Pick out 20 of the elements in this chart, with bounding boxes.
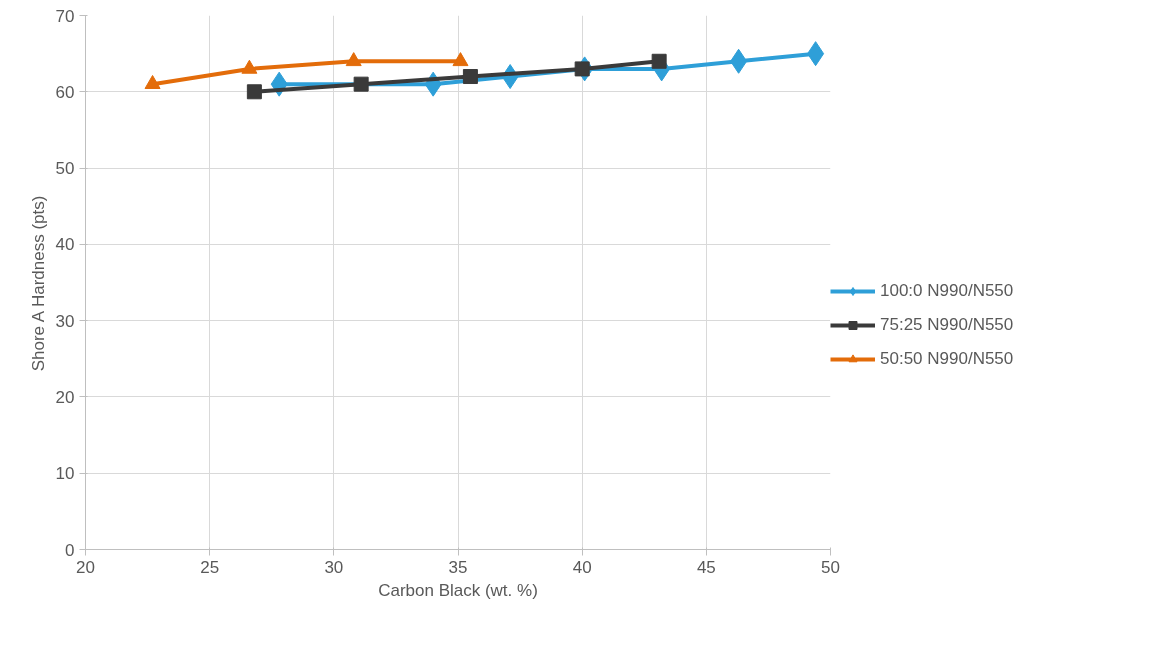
x-tick-label: 40	[572, 557, 592, 577]
y-axis-title: Shore A Hardness (pts)	[28, 195, 48, 372]
y-tick-label: 20	[55, 387, 75, 407]
x-tick-label: 25	[200, 557, 220, 577]
y-tick-label: 0	[65, 540, 75, 560]
x-tick-label: 45	[696, 557, 716, 577]
y-tick-label: 40	[55, 235, 75, 255]
x-axis-title: Carbon Black (wt. %)	[378, 580, 538, 600]
x-tick-label: 20	[76, 557, 95, 577]
x-tick-label: 50	[821, 557, 840, 577]
y-tick-label: 30	[55, 311, 75, 331]
legend-label: 75:25 N990/N550	[880, 315, 1014, 335]
x-tick-label: 35	[448, 557, 468, 577]
y-tick-label: 70	[55, 6, 75, 26]
y-tick-label: 10	[55, 464, 75, 484]
legend-label: 50:50 N990/N550	[880, 349, 1014, 369]
legend-label: 100:0 N990/N550	[880, 281, 1014, 301]
x-tick-label: 30	[324, 557, 344, 577]
y-tick-label: 50	[55, 159, 75, 179]
y-tick-label: 60	[55, 82, 75, 102]
